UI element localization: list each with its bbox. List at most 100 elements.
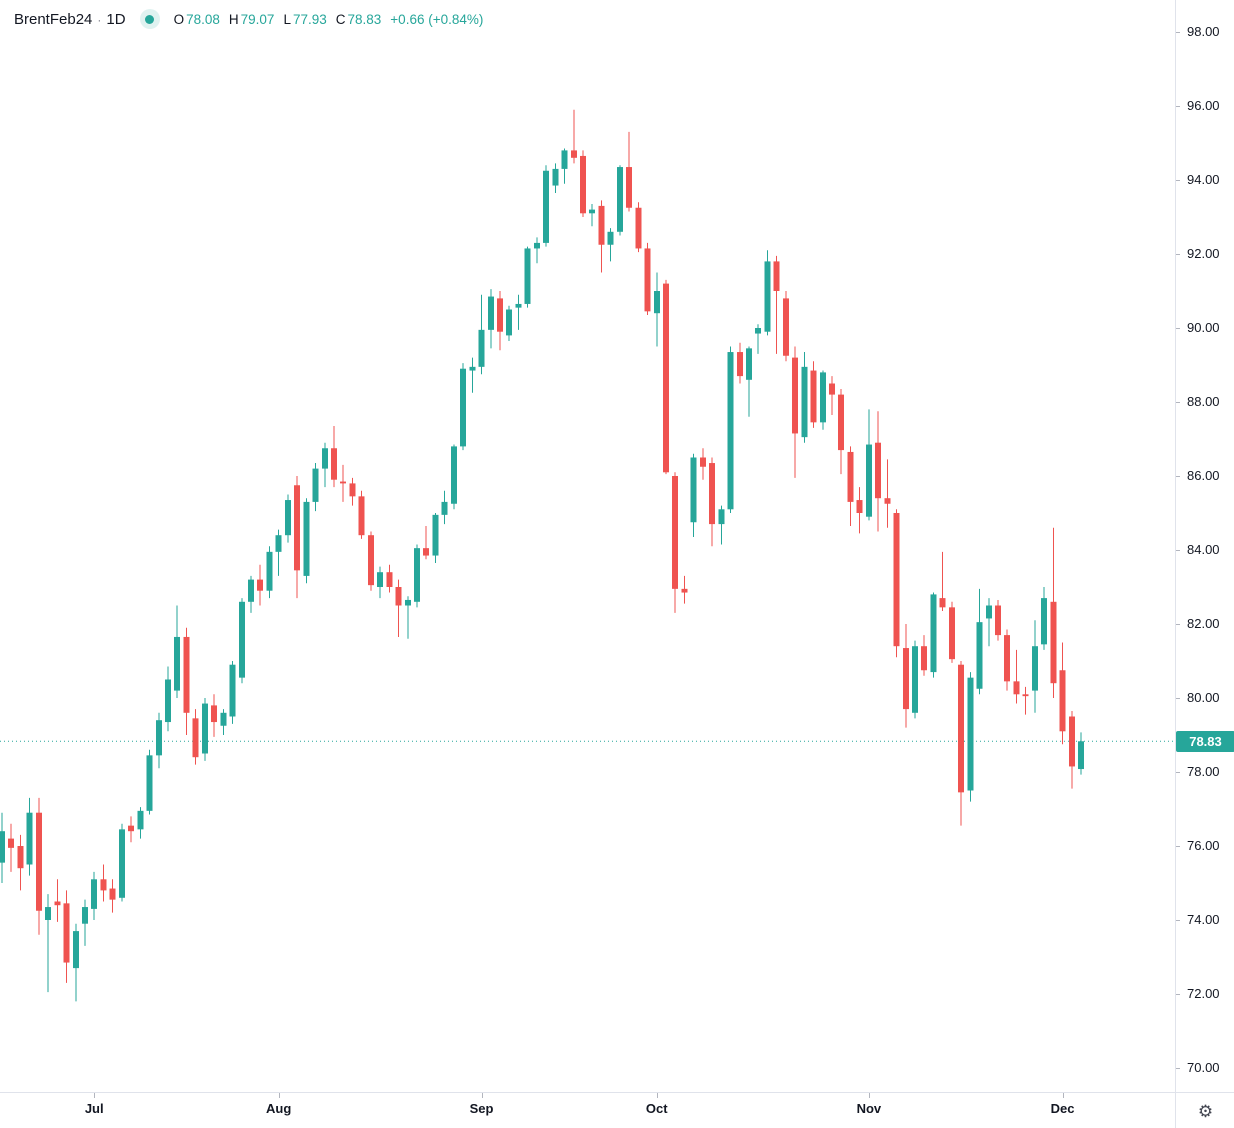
time-axis-tick [94,1093,96,1098]
candle [884,459,891,528]
candle [119,823,125,902]
chart-plot-area[interactable] [0,0,1175,1092]
candle [331,426,337,488]
candle [635,202,642,253]
candle [460,363,466,451]
candle [727,346,734,513]
candle [109,879,116,913]
candle [414,544,420,608]
candle [654,272,660,347]
symbol-title[interactable]: BrentFeb24 · 1D [14,11,126,28]
candle [405,596,411,639]
price-axis-tick [1176,772,1180,773]
candle [257,564,263,606]
price-axis-label: 86.00 [1187,468,1220,483]
price-axis-tick [1176,550,1180,551]
time-axis-tick [1062,1093,1064,1098]
price-axis-label: 78.00 [1187,764,1220,779]
price-axis-label: 74.00 [1187,912,1220,927]
time-axis[interactable]: Jul Aug Sep Oct Nov Dec [0,1092,1175,1128]
candle [967,672,974,802]
price-axis-tick [1176,328,1180,329]
candle [285,494,291,543]
time-axis-tick [481,1093,483,1098]
candle [358,490,365,539]
candle [829,376,835,415]
candle [322,442,328,488]
price-axis-label: 98.00 [1187,24,1220,39]
candle [626,131,632,212]
price-axis-label: 82.00 [1187,616,1220,631]
candle [91,871,97,920]
open-label: O [173,11,185,27]
candle [294,476,300,599]
candle [488,289,494,349]
price-axis-label: 84.00 [1187,542,1220,557]
candle [903,624,909,728]
candle [764,250,771,336]
candle [755,324,761,354]
price-axis-tick [1176,476,1180,477]
candle [820,370,826,430]
candle [949,601,955,663]
candle [571,109,577,164]
title-separator: · [97,12,102,27]
candle [248,575,254,613]
candle [1022,686,1029,715]
candle [441,490,448,525]
price-axis-tick [1176,698,1180,699]
price-axis-tick [1176,32,1180,33]
candle [515,294,522,330]
current-price-badge: 78.83 [1176,731,1234,753]
candle [82,899,88,946]
price-axis[interactable]: 78.83 98.00 96.00 94.00 92.00 90.00 88.00 86.0… [1175,0,1234,1092]
price-axis-label: 88.00 [1187,394,1220,409]
price-axis-label: 70.00 [1187,1060,1220,1075]
candle [543,165,549,247]
candle [589,204,595,227]
price-axis-tick [1176,624,1180,625]
candle [497,291,503,351]
candle [552,163,559,193]
candle [368,531,374,591]
candle [312,463,319,512]
month-label: Dec [1050,1101,1075,1116]
candle [26,797,33,876]
candle [211,694,217,737]
candle [469,357,476,393]
price-axis-tick [1176,106,1180,107]
axis-corner: ⚙ [1175,1092,1234,1128]
price-axis-tick [1176,254,1180,255]
candle [229,661,236,724]
chart-canvas[interactable] [0,0,1175,1092]
month-label: Oct [645,1101,668,1116]
candle [958,661,964,826]
high-value: 79.07 [240,11,275,27]
candle [773,255,780,354]
price-axis-tick [1176,1068,1180,1069]
price-scale-settings-gear-icon[interactable]: ⚙ [1197,1101,1214,1121]
candle [912,640,918,719]
candle [681,575,688,604]
candle [395,579,402,637]
candle [183,627,190,735]
time-axis-tick [656,1093,658,1098]
price-axis-tick [1176,846,1180,847]
market-status-dot-icon[interactable] [139,9,160,29]
candle [1013,649,1020,704]
month-label: Nov [856,1101,882,1116]
candle [930,592,937,678]
candle [220,709,227,735]
candle [737,342,743,384]
symbol-name[interactable]: BrentFeb24 [14,10,93,28]
interval-label[interactable]: 1D [106,10,126,28]
candle [709,457,715,547]
candle [644,242,651,316]
candle [875,411,881,532]
candle [524,246,531,308]
price-axis-tick [1176,994,1180,995]
current-price-badge-value: 78.83 [1189,734,1222,750]
month-label: Sep [469,1101,494,1116]
candle [386,564,393,593]
